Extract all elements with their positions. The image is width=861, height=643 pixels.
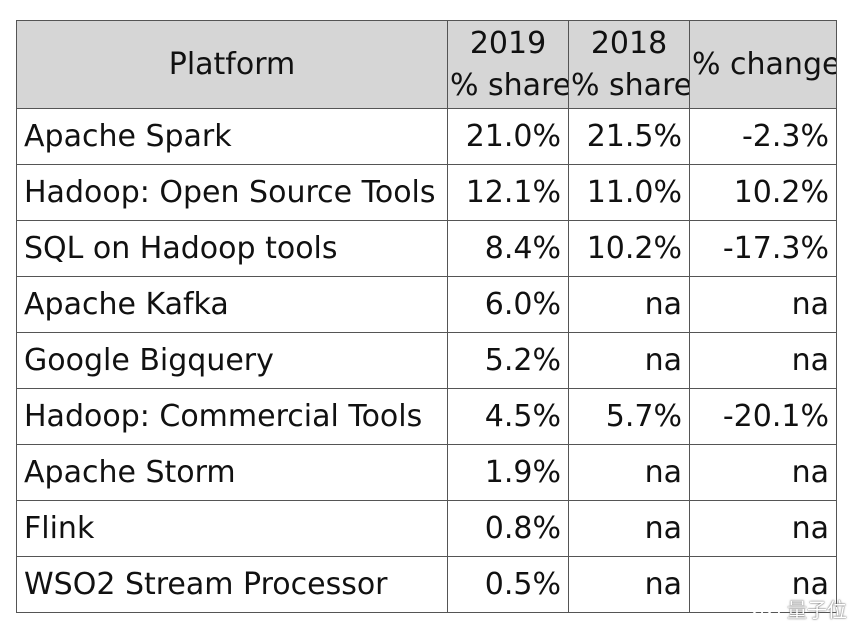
cell-share-2018: 5.7% [568, 388, 690, 445]
cell-pct-change: na [689, 444, 837, 501]
cell-platform: Apache Storm [16, 444, 448, 501]
header-2018-year: 2018 [590, 25, 668, 61]
cell-share-2018: na [568, 500, 690, 557]
table-row: SQL on Hadoop tools 8.4% 10.2% -17.3% [16, 220, 837, 277]
table-row: Hadoop: Commercial Tools 4.5% 5.7% -20.1% [16, 388, 837, 445]
cell-pct-change: na [689, 500, 837, 557]
table-body: Apache Spark 21.0% 21.5% -2.3% Hadoop: Open … [16, 108, 837, 613]
cell-pct-change: 10.2% [689, 164, 837, 221]
cell-pct-change: na [689, 276, 837, 333]
cell-platform: Apache Kafka [16, 276, 448, 333]
cell-share-2018: na [568, 332, 690, 389]
header-pct-change-label: % change [692, 46, 837, 82]
table-row: Google Bigquery 5.2% na na [16, 332, 837, 389]
header-2019-share: 2019 % share [447, 20, 569, 109]
cell-share-2019: 8.4% [447, 220, 569, 277]
cell-pct-change: na [689, 332, 837, 389]
header-platform-label: Platform [168, 46, 296, 82]
cell-share-2018: na [568, 556, 690, 613]
cell-platform: SQL on Hadoop tools [16, 220, 448, 277]
cell-share-2019: 12.1% [447, 164, 569, 221]
header-platform: Platform [16, 20, 448, 109]
wechat-icon [751, 597, 780, 620]
table-row: Flink 0.8% na na [16, 500, 837, 557]
watermark-text: 量子位 [787, 598, 847, 622]
cell-pct-change: -20.1% [689, 388, 837, 445]
cell-share-2018: na [568, 444, 690, 501]
table-row: Hadoop: Open Source Tools 12.1% 11.0% 10.2% [16, 164, 837, 221]
cell-pct-change: -17.3% [689, 220, 837, 277]
cell-platform: Google Bigquery [16, 332, 448, 389]
cell-platform: Flink [16, 500, 448, 557]
watermark: 量子位 [751, 594, 847, 623]
header-2019-share-label: % share [450, 67, 569, 103]
cell-share-2019: 6.0% [447, 276, 569, 333]
cell-platform: Hadoop: Commercial Tools [16, 388, 448, 445]
header-pct-change: % change [689, 20, 837, 109]
cell-share-2019: 0.5% [447, 556, 569, 613]
cell-pct-change: na [689, 556, 837, 613]
table-row: Apache Storm 1.9% na na [16, 444, 837, 501]
cell-share-2018: na [568, 276, 690, 333]
header-2018-share-label: % share [571, 67, 690, 103]
platform-share-table: Platform 2019 % share 2018 % share % cha… [16, 20, 837, 613]
cell-pct-change: -2.3% [689, 108, 837, 165]
cell-share-2018: 11.0% [568, 164, 690, 221]
cell-platform: Apache Spark [16, 108, 448, 165]
cell-platform: WSO2 Stream Processor [16, 556, 448, 613]
table-header: Platform 2019 % share 2018 % share % cha… [16, 20, 837, 109]
cell-share-2019: 1.9% [447, 444, 569, 501]
cell-share-2019: 21.0% [447, 108, 569, 165]
cell-share-2019: 4.5% [447, 388, 569, 445]
cell-share-2019: 0.8% [447, 500, 569, 557]
cell-share-2019: 5.2% [447, 332, 569, 389]
header-2019-year: 2019 [469, 25, 547, 61]
header-row: Platform 2019 % share 2018 % share % cha… [16, 20, 837, 109]
table-row: Apache Spark 21.0% 21.5% -2.3% [16, 108, 837, 165]
cell-share-2018: 10.2% [568, 220, 690, 277]
cell-platform: Hadoop: Open Source Tools [16, 164, 448, 221]
table-row: Apache Kafka 6.0% na na [16, 276, 837, 333]
cell-share-2018: 21.5% [568, 108, 690, 165]
header-2018-share: 2018 % share [568, 20, 690, 109]
table-row: WSO2 Stream Processor 0.5% na na [16, 556, 837, 613]
